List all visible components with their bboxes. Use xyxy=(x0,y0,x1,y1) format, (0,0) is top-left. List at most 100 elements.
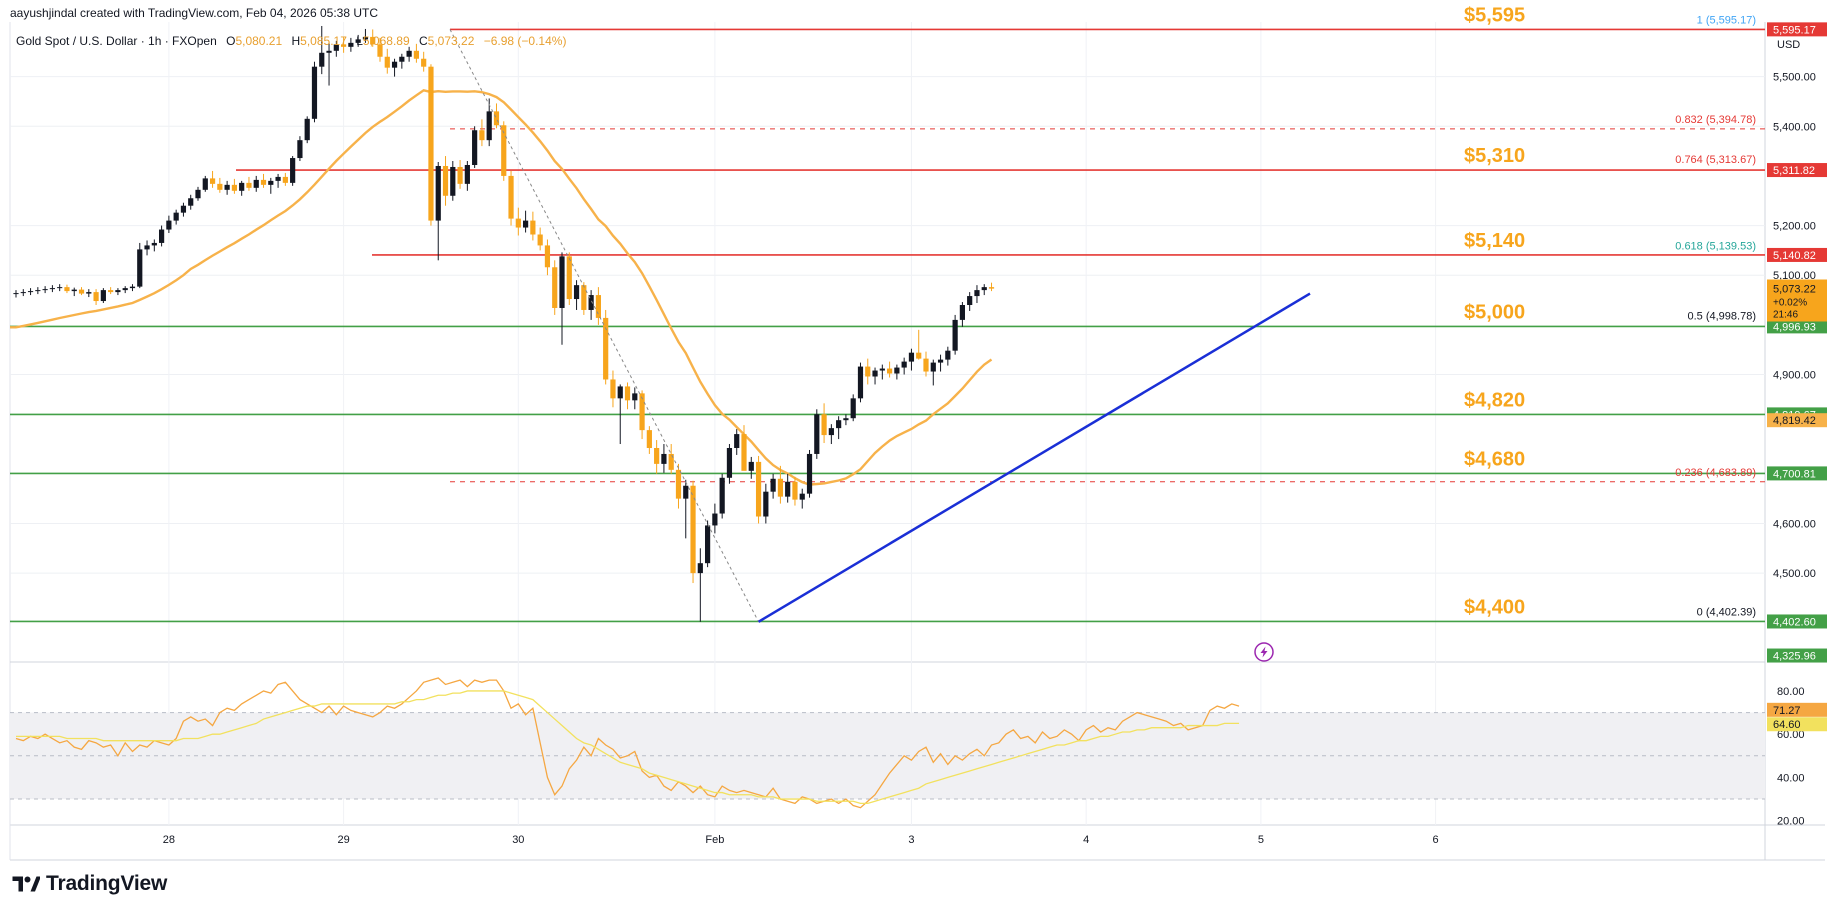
candle-body xyxy=(268,180,274,185)
candle xyxy=(472,126,478,168)
candle xyxy=(967,292,973,311)
candle xyxy=(559,252,565,345)
candle-body xyxy=(850,398,856,419)
rsi-ma-badge xyxy=(1767,717,1827,732)
candle xyxy=(195,186,201,201)
candle xyxy=(952,314,958,355)
candle xyxy=(450,161,456,201)
candle-body xyxy=(57,287,63,289)
candle-body xyxy=(71,289,77,292)
candle-body xyxy=(93,292,99,302)
candle-body xyxy=(668,453,674,470)
candle xyxy=(290,156,296,186)
candle xyxy=(741,425,747,471)
tradingview-logo-icon xyxy=(12,876,40,892)
price-axis-badge xyxy=(1767,319,1827,334)
candle-body xyxy=(428,66,434,221)
candle-body xyxy=(326,50,332,53)
symbol-legend: Gold Spot / U.S. Dollar · 1h · FXOpen O5… xyxy=(16,34,566,48)
price-axis-badge-text: 4,700.81 xyxy=(1773,468,1816,480)
candle-body xyxy=(908,352,915,362)
candle xyxy=(552,260,558,315)
candle-body xyxy=(690,485,696,574)
candle xyxy=(537,227,543,251)
candle-body xyxy=(632,393,638,401)
candle xyxy=(333,40,339,57)
candle xyxy=(253,175,259,192)
candle xyxy=(748,456,754,479)
candle xyxy=(879,364,885,380)
candle-body xyxy=(530,220,536,235)
candle-body xyxy=(552,267,558,308)
rsi-line xyxy=(15,677,1240,809)
candle xyxy=(486,98,492,147)
candle-body xyxy=(275,176,281,181)
candle xyxy=(326,42,332,86)
candle xyxy=(151,239,157,252)
candle-body xyxy=(581,285,587,310)
rsi-pane xyxy=(10,677,1765,809)
candle-body xyxy=(231,184,237,191)
candle-body xyxy=(508,175,514,219)
rsi-ma-text: 64.60 xyxy=(1773,719,1801,731)
candle-body xyxy=(421,58,427,67)
candle xyxy=(173,209,179,225)
candle-body xyxy=(661,453,667,464)
bar-countdown-text: 21:46 xyxy=(1773,310,1798,321)
brand-name: TradingView xyxy=(46,872,168,895)
candle-body xyxy=(610,379,616,399)
candle-body xyxy=(857,366,864,399)
candle xyxy=(850,394,856,422)
price-axis-badge xyxy=(1767,466,1827,481)
x-tick-label: 5 xyxy=(1258,834,1264,846)
candle-body xyxy=(435,165,441,221)
y-tick-label: 5,200.00 xyxy=(1773,221,1816,233)
price-axis-badge-text: 4,819.42 xyxy=(1773,415,1816,427)
rsi-ma-line xyxy=(16,690,1240,805)
candle-body xyxy=(384,56,390,68)
candle-body xyxy=(115,290,121,293)
candle-body xyxy=(901,361,907,368)
x-tick-label: Feb xyxy=(705,834,724,846)
candle xyxy=(391,58,398,77)
x-tick-label: 28 xyxy=(163,834,175,846)
candle-body xyxy=(399,56,405,62)
candle xyxy=(828,424,834,445)
candle xyxy=(457,160,463,189)
candle xyxy=(668,444,674,474)
fibonacci-retracement[interactable]: 1 (5,595.17) 0.832 (5,394.78) 0.764 (5,313… xyxy=(450,14,1765,619)
fib-label: 0.764 (5,313.67) xyxy=(1675,154,1756,166)
candle-body xyxy=(588,295,594,310)
candle-body xyxy=(799,493,805,500)
candle xyxy=(20,289,26,297)
candle-body xyxy=(151,242,157,246)
price-axis-badge xyxy=(1767,22,1827,37)
close-value: 5,073.22 xyxy=(427,34,475,48)
candle xyxy=(573,280,580,310)
candle-body xyxy=(159,229,165,243)
candle-body xyxy=(828,428,834,436)
candle xyxy=(137,242,143,289)
candle-body xyxy=(806,453,813,494)
candle xyxy=(42,286,48,294)
tradingview-brand[interactable]: TradingView xyxy=(12,872,167,896)
candle xyxy=(508,170,514,226)
candle xyxy=(246,176,252,191)
candle xyxy=(799,488,805,509)
candle xyxy=(188,194,194,210)
candle xyxy=(370,29,376,47)
chart-overlay[interactable] xyxy=(449,29,1311,662)
candle-body xyxy=(755,461,762,517)
candle xyxy=(988,282,995,292)
candle-body xyxy=(137,249,143,287)
candle-body xyxy=(391,61,398,68)
rsi-tick-label: 80.00 xyxy=(1777,686,1805,698)
close-label: C xyxy=(418,34,428,48)
candle-body xyxy=(523,220,529,228)
candle-body xyxy=(49,288,55,290)
candle xyxy=(610,370,616,408)
low-label: L xyxy=(356,34,363,48)
candle xyxy=(755,455,762,524)
candle xyxy=(908,348,915,371)
